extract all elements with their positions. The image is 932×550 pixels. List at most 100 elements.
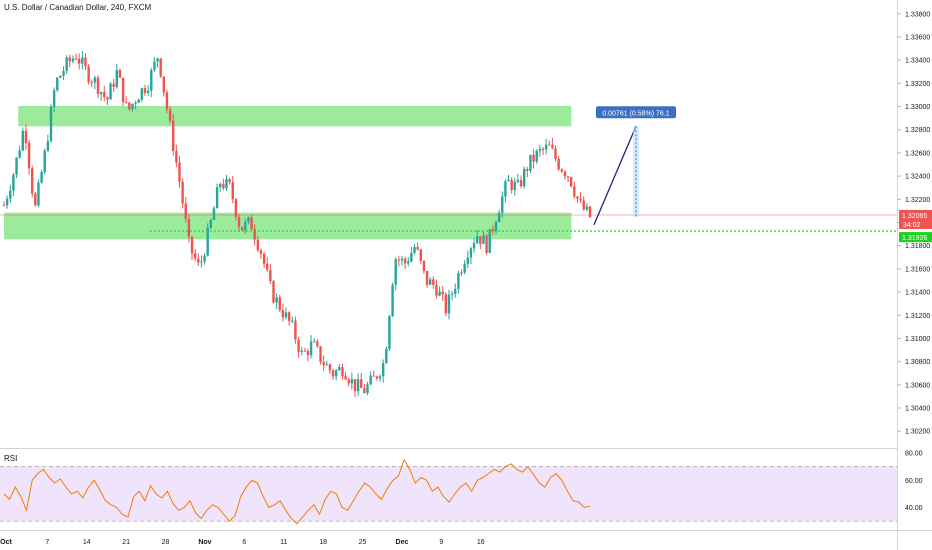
candle-body	[428, 279, 432, 285]
candle	[178, 155, 181, 188]
candle	[334, 368, 338, 381]
candle	[400, 256, 404, 266]
candle-body	[96, 77, 100, 94]
candle-body	[472, 243, 476, 249]
candle	[294, 316, 297, 344]
candle-body	[18, 150, 21, 158]
candle-body	[34, 193, 37, 206]
rsi-tick-label: 60.00	[905, 478, 923, 485]
candle	[388, 315, 391, 352]
candle	[190, 236, 194, 261]
x-tick-label: 25	[359, 539, 367, 546]
candle-body	[535, 150, 538, 162]
candle-body	[488, 229, 491, 253]
candle	[222, 178, 225, 191]
candle-body	[366, 384, 369, 394]
candle	[259, 248, 263, 259]
candle-body	[576, 196, 579, 199]
candle-body	[49, 106, 53, 142]
candle	[488, 228, 491, 253]
candle-body	[475, 236, 479, 244]
candle	[128, 102, 131, 112]
candle-body	[269, 269, 272, 282]
candle-body	[344, 376, 347, 380]
candle	[244, 218, 247, 234]
candle	[175, 144, 178, 168]
candle-body	[316, 341, 319, 347]
y-tick-label: 1.30400	[905, 406, 930, 413]
candle-body	[391, 284, 394, 317]
candle-body	[309, 341, 313, 356]
x-tick-label: 16	[477, 539, 485, 546]
candle-body	[40, 172, 43, 183]
candle-body	[90, 82, 93, 84]
candle-body	[350, 379, 354, 384]
candle-body	[59, 75, 62, 78]
candle-body	[21, 130, 25, 151]
price-axis[interactable]: 1.33800 1.33600 1.33400 1.33200 1.33000 1.328…	[897, 11, 930, 436]
time-axis[interactable]: Oct 7 14 21 28 Nov 6 11 18 25 Dec 9 16	[0, 539, 485, 546]
candle	[62, 66, 65, 81]
price-badges: 1.32065 34:02 1.31926	[899, 209, 932, 243]
candle	[576, 195, 579, 203]
candle-body	[532, 154, 535, 162]
countdown-badge	[899, 219, 932, 229]
candle-body	[441, 291, 444, 295]
y-tick-label: 1.33000	[905, 104, 930, 111]
candle-body	[410, 252, 413, 262]
candle-body	[281, 310, 285, 318]
candle	[106, 96, 109, 106]
candle	[438, 286, 441, 297]
candle-body	[84, 57, 87, 67]
candle	[234, 198, 238, 221]
candle-body	[294, 320, 297, 340]
candle-body	[334, 370, 338, 377]
candle	[457, 270, 460, 294]
rsi-tick-label: 40.00	[905, 505, 923, 512]
candle-body	[162, 76, 166, 93]
candle-body	[209, 219, 213, 228]
candle	[181, 178, 184, 209]
candle	[435, 279, 438, 299]
candle	[491, 225, 495, 236]
candle	[256, 235, 260, 253]
candle	[544, 138, 548, 155]
candle	[422, 260, 426, 274]
candle	[112, 78, 115, 92]
candle	[143, 84, 147, 96]
candle-body	[363, 388, 366, 394]
candle	[419, 248, 422, 264]
candle	[93, 75, 97, 90]
candle	[34, 191, 37, 207]
candle-body	[81, 57, 84, 64]
candle	[504, 179, 507, 203]
candle	[46, 134, 50, 153]
candle-body	[510, 179, 513, 191]
candle	[9, 184, 12, 203]
candle-body	[266, 263, 269, 270]
candle	[356, 373, 360, 397]
current-price-text: 1.32065	[902, 213, 927, 220]
candle	[529, 154, 532, 174]
candle-body	[588, 206, 592, 217]
candle-body	[225, 179, 228, 189]
candle	[68, 54, 72, 68]
candle	[269, 264, 272, 285]
y-tick-label: 1.32600	[905, 150, 930, 157]
candle	[425, 270, 429, 288]
support-resistance-zones	[4, 105, 572, 240]
y-tick-label: 1.30200	[905, 429, 930, 436]
candle	[341, 363, 344, 380]
candle-body	[203, 255, 206, 262]
candle-body	[466, 257, 469, 264]
candle-body	[143, 88, 147, 93]
candle-body	[112, 83, 115, 87]
candle	[319, 345, 322, 365]
candle-body	[190, 236, 194, 254]
candle	[469, 246, 473, 265]
candle	[172, 114, 175, 156]
candle-body	[491, 229, 495, 231]
candle-body	[419, 249, 422, 261]
candle-body	[56, 77, 59, 91]
